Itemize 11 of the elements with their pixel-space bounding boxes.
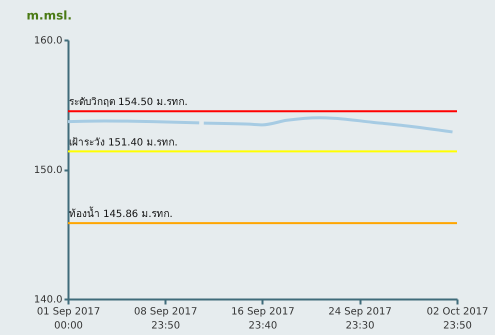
y-axis-title: m.msl. <box>26 8 72 22</box>
x-tick-label: 01 Sep 2017 00:00 <box>36 306 100 332</box>
x-tick-label: 24 Sep 2017 23:30 <box>328 306 392 332</box>
ref-line-label: เฝ้าระวัง 151.40 ม.รทก. <box>69 136 178 148</box>
y-tick-label: 140.0 <box>34 294 62 306</box>
ref-line-label: ระดับวิกฤต 154.50 ม.รทก. <box>69 97 188 108</box>
y-tick-label: 160.0 <box>34 36 62 46</box>
x-tick-label: 08 Sep 2017 23:50 <box>134 306 198 332</box>
x-tick-label: 16 Sep 2017 23:40 <box>231 306 295 332</box>
x-tick-label: 02 Oct 2017 23:50 <box>426 306 488 332</box>
y-tick-label: 150.0 <box>34 165 62 176</box>
